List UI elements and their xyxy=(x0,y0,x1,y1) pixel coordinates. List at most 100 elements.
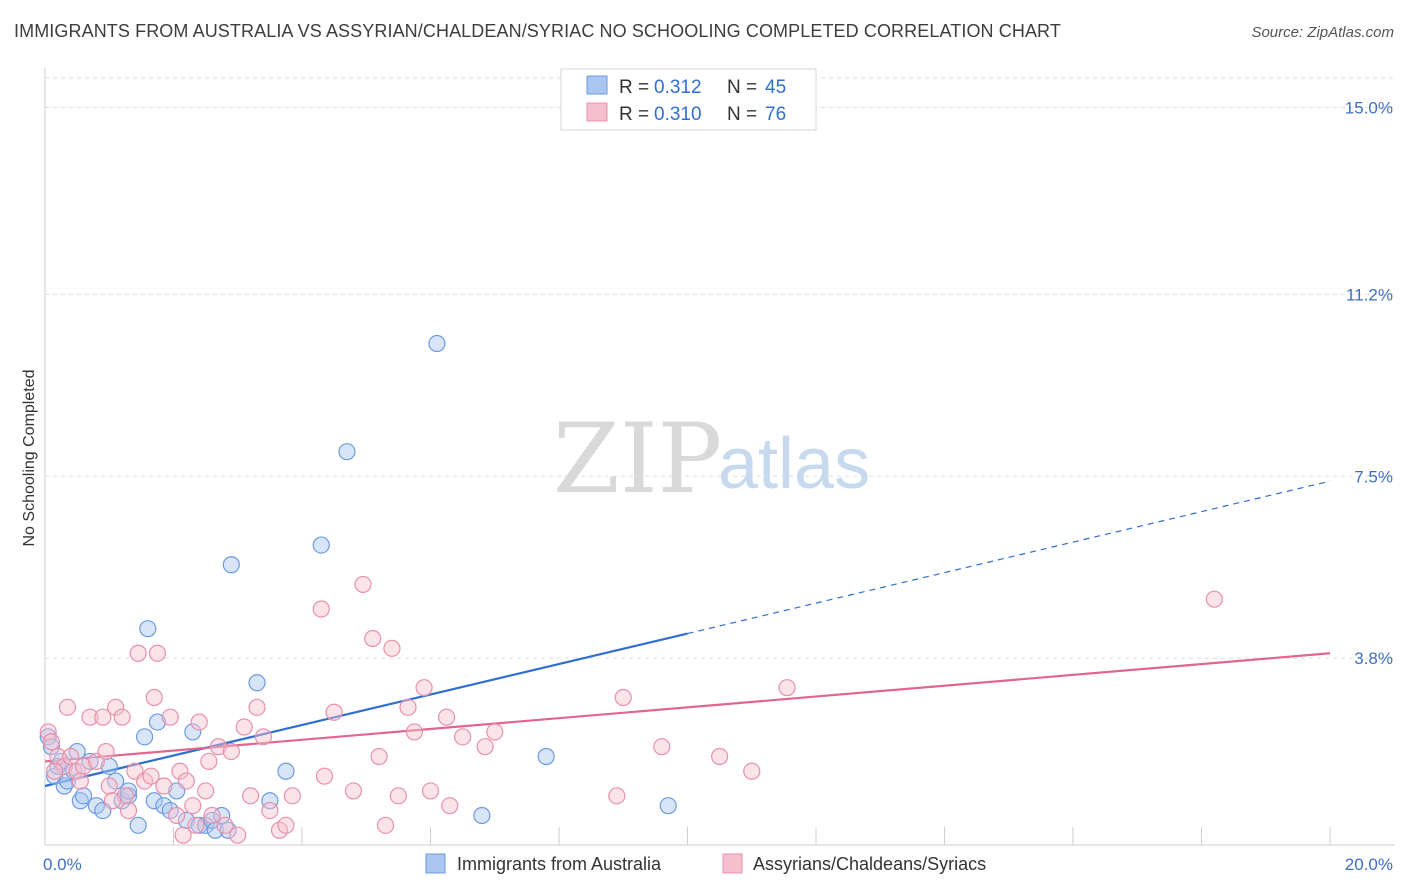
point-assyrian-4 xyxy=(58,698,77,716)
watermark-atlas: atlas xyxy=(718,424,870,504)
point-assyrian-36 xyxy=(222,742,240,761)
point-assyrian-14 xyxy=(113,708,131,726)
point-assyrian-52 xyxy=(370,747,388,766)
legend-n-label-1: N = xyxy=(727,77,757,98)
point-assyrian-25 xyxy=(168,806,186,825)
y-tick-label-2: 7.5% xyxy=(1354,467,1393,486)
legend-box: R = 0.312 N = 45 R = 0.310 N = 76 xyxy=(560,68,817,131)
y-tick-labels: 15.0% 11.2% 7.5% 3.8% xyxy=(1345,99,1393,669)
point-assyrian-41 xyxy=(254,728,273,746)
point-assyrian-37 xyxy=(229,826,247,844)
point-assyrian-59 xyxy=(421,782,440,800)
point-assyrian-61 xyxy=(441,797,459,815)
point-assyrian-10 xyxy=(94,708,112,726)
point-assyrian-21 xyxy=(145,688,163,707)
point-australia-37 xyxy=(312,536,330,554)
point-assyrian-23 xyxy=(155,777,173,795)
point-assyrian-73 xyxy=(71,772,89,790)
point-assyrian-0 xyxy=(39,723,57,741)
legend-r-label-1: R = xyxy=(619,77,649,98)
trendline-australia-projection xyxy=(687,480,1331,635)
point-assyrian-75 xyxy=(200,752,218,771)
axes xyxy=(44,68,1395,846)
point-assyrian-33 xyxy=(203,806,221,825)
point-assyrian-32 xyxy=(197,782,215,800)
point-australia-41 xyxy=(537,747,555,766)
point-assyrian-67 xyxy=(653,738,671,756)
point-australia-26 xyxy=(184,723,202,741)
point-assyrian-66 xyxy=(614,688,632,707)
point-assyrian-16 xyxy=(119,801,138,820)
point-assyrian-51 xyxy=(364,629,382,648)
legend-r-value-1: 0.312 xyxy=(654,77,702,98)
point-australia-4 xyxy=(55,777,73,795)
point-australia-3 xyxy=(49,757,67,775)
point-australia-36 xyxy=(277,762,295,780)
grid-lines xyxy=(45,77,1395,659)
point-australia-31 xyxy=(213,806,231,825)
point-assyrian-3 xyxy=(55,757,73,775)
point-assyrian-62 xyxy=(454,728,472,746)
point-australia-42 xyxy=(659,797,677,815)
point-assyrian-48 xyxy=(325,703,343,721)
point-assyrian-20 xyxy=(142,767,160,785)
point-assyrian-57 xyxy=(405,723,424,741)
point-assyrian-70 xyxy=(778,679,796,697)
point-australia-8 xyxy=(71,792,89,810)
point-australia-17 xyxy=(129,816,147,834)
point-assyrian-12 xyxy=(100,777,118,795)
point-assyrian-56 xyxy=(399,698,417,716)
x-tick-label-0: 0.0% xyxy=(43,855,82,874)
y-tick-label-1: 11.2% xyxy=(1346,285,1393,304)
legend-swatch-pink xyxy=(586,102,608,122)
series-swatch-assyrian xyxy=(722,853,743,874)
point-australia-35 xyxy=(261,792,279,810)
point-assyrian-49 xyxy=(344,782,362,800)
point-assyrian-53 xyxy=(376,816,395,834)
point-assyrian-65 xyxy=(608,787,626,805)
point-assyrian-26 xyxy=(171,762,189,780)
point-assyrian-1 xyxy=(42,733,61,751)
point-australia-19 xyxy=(139,620,157,638)
point-assyrian-8 xyxy=(81,708,99,726)
point-australia-29 xyxy=(203,811,221,830)
trendline-australia xyxy=(44,632,688,788)
series-label-australia: Immigrants from Australia xyxy=(457,854,662,874)
point-assyrian-44 xyxy=(277,816,295,834)
point-assyrian-35 xyxy=(216,816,234,834)
x-tick-label-1: 20.0% xyxy=(1345,855,1393,874)
trend-lines xyxy=(44,480,1331,788)
point-assyrian-68 xyxy=(711,747,729,766)
point-assyrian-71 xyxy=(1205,590,1223,608)
point-australia-0 xyxy=(39,728,57,746)
scatter-points xyxy=(39,334,1223,844)
x-tick-labels: 0.0% 20.0% xyxy=(43,855,1393,874)
legend-n-label-2: N = xyxy=(727,104,757,125)
point-assyrian-13 xyxy=(107,698,125,716)
point-australia-38 xyxy=(338,443,356,461)
point-assyrian-38 xyxy=(235,718,253,736)
point-assyrian-64 xyxy=(486,723,504,741)
point-australia-34 xyxy=(248,674,266,692)
point-australia-20 xyxy=(145,792,163,810)
point-assyrian-39 xyxy=(242,787,260,805)
point-assyrian-63 xyxy=(476,738,494,756)
point-assyrian-58 xyxy=(415,679,433,697)
point-australia-40 xyxy=(473,806,491,825)
point-australia-43 xyxy=(52,752,70,771)
point-assyrian-42 xyxy=(261,801,279,820)
point-assyrian-5 xyxy=(62,747,80,766)
series-legend: Immigrants from Australia Assyrians/Chal… xyxy=(425,853,986,874)
point-assyrian-45 xyxy=(283,787,301,805)
legend-r-value-2: 0.310 xyxy=(654,104,702,125)
point-australia-18 xyxy=(135,728,154,746)
point-assyrian-60 xyxy=(437,708,456,726)
y-tick-label-0: 15.0% xyxy=(1345,99,1393,118)
point-assyrian-46 xyxy=(312,600,330,618)
point-assyrian-34 xyxy=(209,738,228,756)
point-australia-44 xyxy=(119,782,138,800)
legend-n-value-1: 45 xyxy=(765,77,786,98)
point-assyrian-50 xyxy=(354,575,372,594)
point-assyrian-24 xyxy=(161,708,179,726)
